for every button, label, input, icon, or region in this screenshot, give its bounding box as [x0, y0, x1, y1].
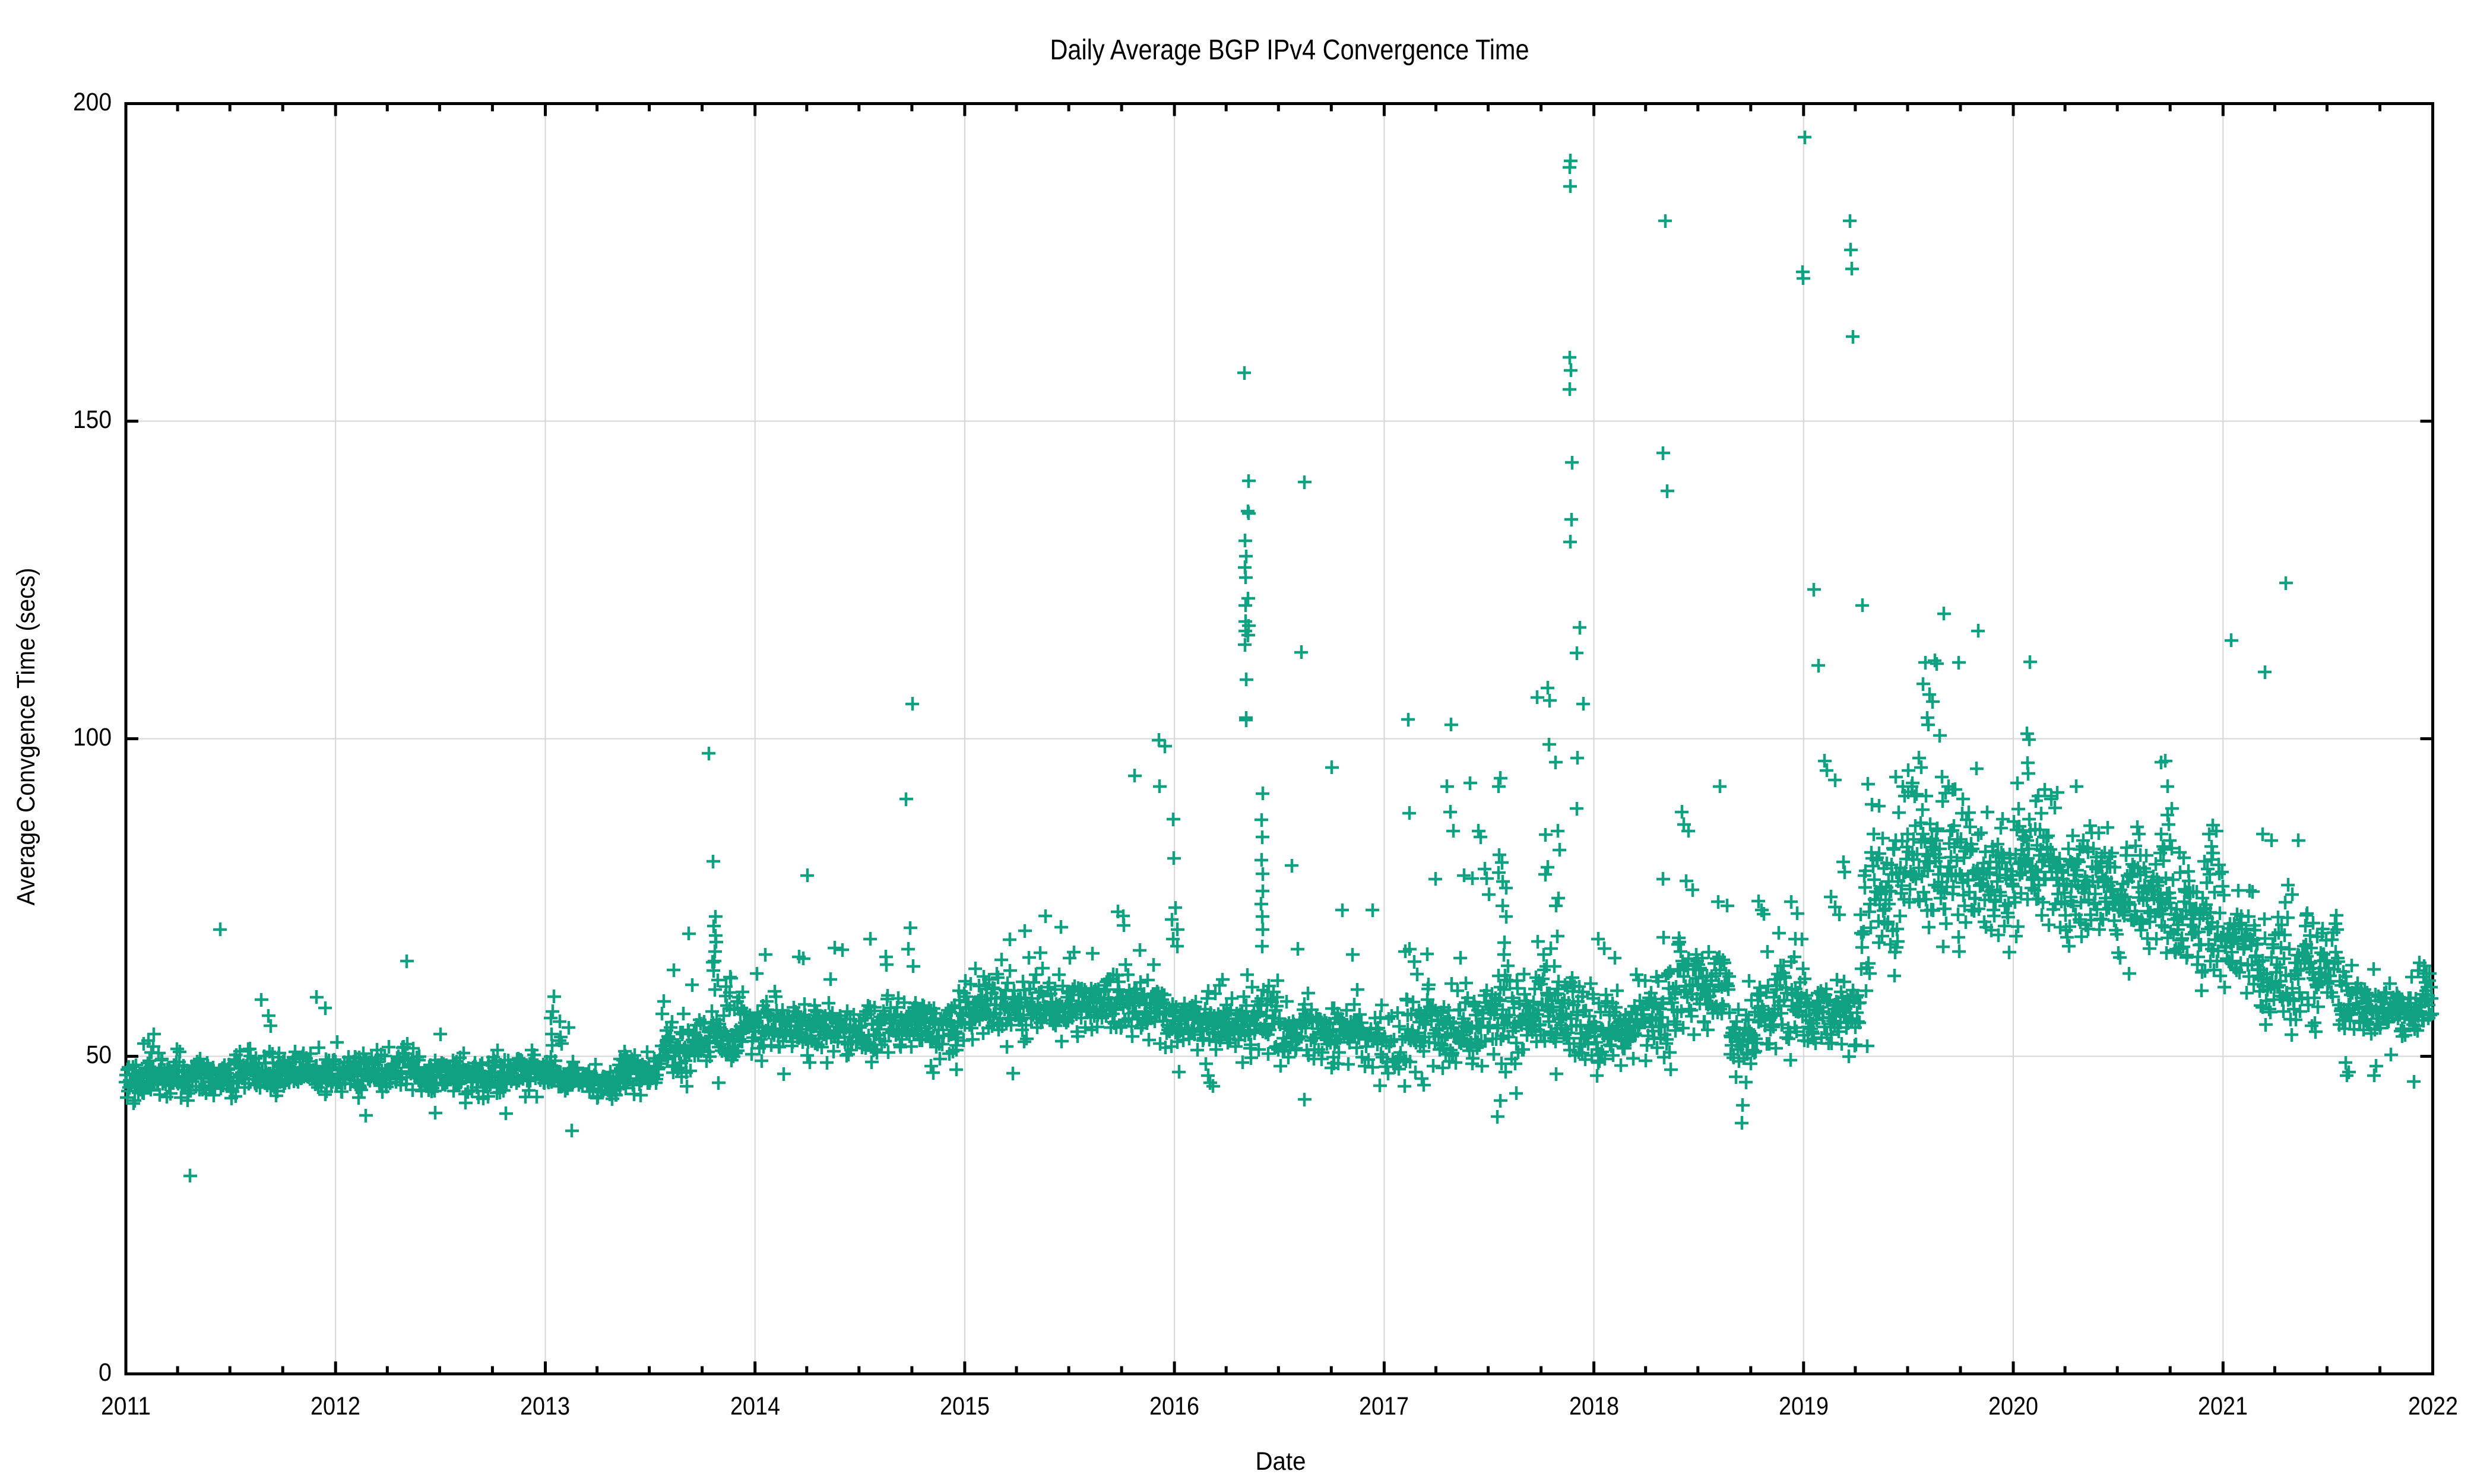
svg-text:Daily Average BGP IPv4 Converg: Daily Average BGP IPv4 Convergence Time [1050, 34, 1529, 66]
svg-text:2014: 2014 [730, 1392, 780, 1420]
svg-text:2019: 2019 [1779, 1392, 1829, 1420]
svg-text:Average Convgence Time (secs): Average Convgence Time (secs) [12, 568, 40, 906]
svg-text:150: 150 [73, 405, 112, 434]
svg-text:2020: 2020 [1988, 1392, 2038, 1420]
svg-text:2021: 2021 [2198, 1392, 2248, 1420]
svg-text:2016: 2016 [1149, 1392, 1199, 1420]
svg-text:50: 50 [86, 1041, 112, 1069]
svg-text:2011: 2011 [101, 1392, 151, 1420]
svg-text:2012: 2012 [311, 1392, 360, 1420]
svg-text:100: 100 [73, 723, 112, 751]
svg-text:2015: 2015 [940, 1392, 990, 1420]
svg-text:Date: Date [1256, 1447, 1306, 1476]
svg-text:0: 0 [99, 1358, 112, 1387]
svg-text:2022: 2022 [2408, 1392, 2458, 1420]
svg-text:2017: 2017 [1359, 1392, 1409, 1420]
svg-text:2018: 2018 [1569, 1392, 1619, 1420]
svg-text:200: 200 [73, 88, 112, 116]
svg-text:2013: 2013 [520, 1392, 570, 1420]
